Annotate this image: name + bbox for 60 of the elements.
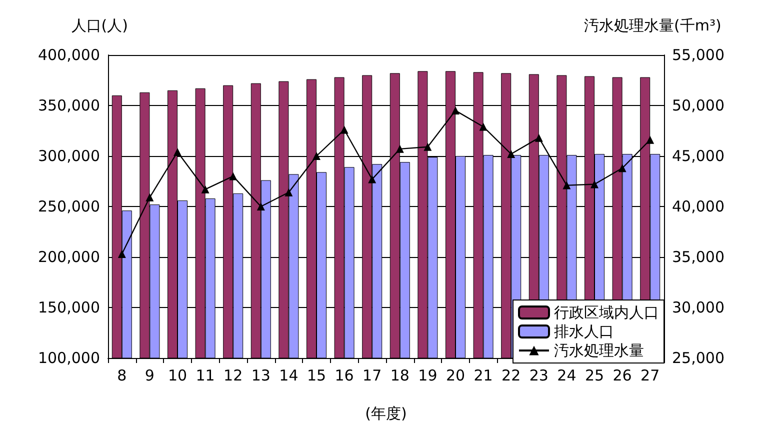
y-tick-label: 200,000 (38, 248, 100, 266)
x-tick-label: 18 (390, 366, 410, 384)
point (312, 152, 320, 160)
point (174, 148, 182, 156)
legend-label: 行政区域内人口 (554, 304, 659, 322)
x-tick-label: 22 (502, 366, 521, 384)
y2-tick-label: 50,000 (672, 96, 724, 114)
point (534, 134, 543, 142)
x-tick-label: 20 (446, 366, 466, 384)
x-tick-label: 27 (640, 366, 660, 384)
x-tick-label: 21 (474, 366, 493, 384)
point (562, 181, 571, 190)
x-axis-title: (年度) (365, 404, 407, 422)
y2-tick-label: 25,000 (672, 349, 724, 367)
point (590, 180, 598, 188)
y2-tick-label: 30,000 (672, 298, 724, 316)
x-tick-label: 8 (117, 366, 127, 384)
x-tick-label: 13 (251, 366, 270, 384)
point (452, 106, 460, 115)
y-tick-label: 100,000 (38, 349, 100, 367)
point (284, 188, 293, 196)
y2-axis-title: 汚水処理水量(千m³) (584, 16, 722, 34)
x-tick-label: 11 (196, 366, 215, 384)
y2-tick-label: 45,000 (672, 147, 724, 165)
y2-tick-label: 35,000 (672, 248, 724, 266)
x-tick-label: 12 (224, 366, 243, 384)
point (256, 202, 265, 210)
y-tick-label: 350,000 (38, 96, 100, 114)
point (229, 172, 238, 180)
point (201, 185, 210, 194)
x-tick-label: 15 (306, 366, 326, 384)
x-tick-label: 24 (557, 366, 576, 384)
x-tick-label: 25 (584, 366, 604, 384)
x-tick-label: 14 (279, 366, 298, 384)
legend-label: 排水人口 (554, 322, 614, 340)
point (396, 144, 404, 153)
x-tick-label: 9 (144, 366, 154, 384)
x-tick-label: 23 (529, 366, 548, 384)
y-tick-label: 400,000 (38, 46, 100, 64)
y2-tick-label: 55,000 (672, 46, 724, 64)
point (368, 175, 376, 184)
point (479, 122, 488, 131)
point (118, 250, 126, 258)
x-tick-label: 26 (612, 366, 632, 384)
y-tick-label: 250,000 (38, 198, 100, 216)
y-axis-title: 人口(人) (71, 16, 128, 34)
y-tick-label: 150,000 (38, 298, 100, 316)
y2-tick-label: 40,000 (672, 198, 724, 216)
point (507, 150, 516, 158)
x-tick-label: 16 (334, 366, 354, 384)
point (146, 193, 154, 202)
point (340, 126, 348, 134)
point (424, 142, 432, 151)
x-tick-label: 17 (362, 366, 382, 384)
point (618, 164, 626, 172)
x-tick-label: 19 (418, 366, 438, 384)
y-tick-label: 300,000 (38, 147, 100, 165)
x-tick-label: 10 (168, 366, 188, 384)
legend-label: 汚水処理水量 (554, 342, 644, 360)
point (646, 136, 654, 144)
